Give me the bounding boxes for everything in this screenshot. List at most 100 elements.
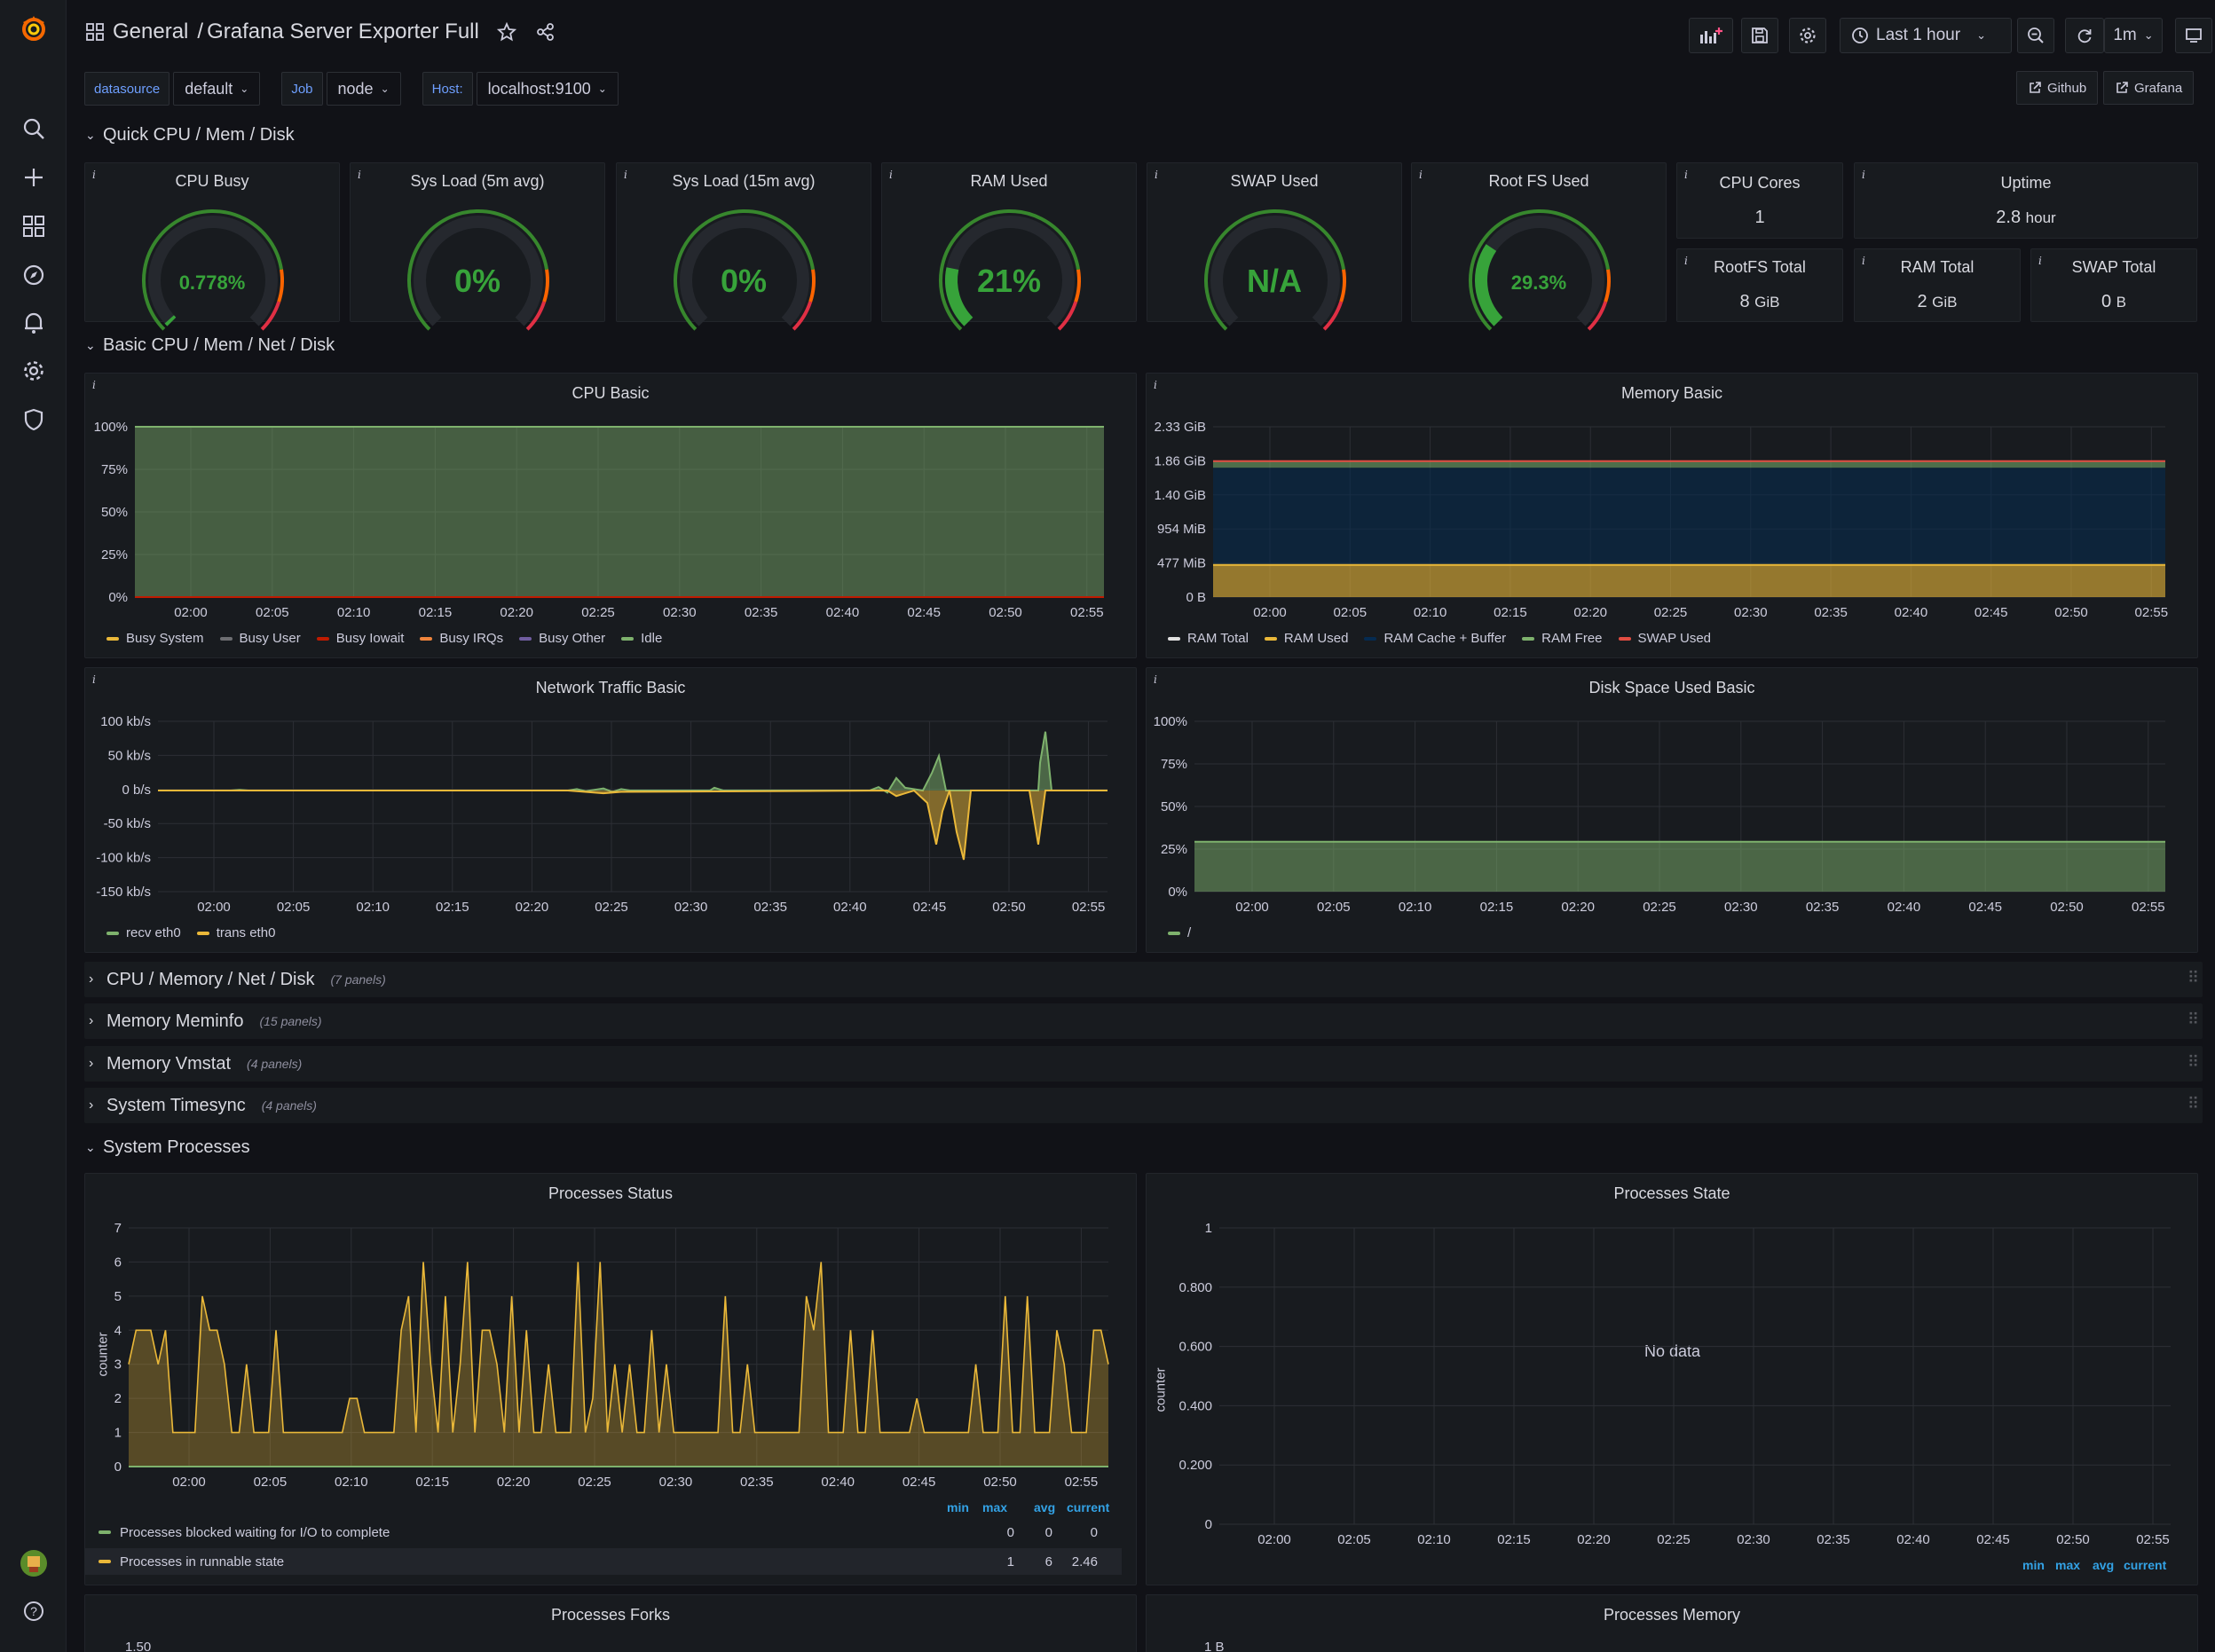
gauge-panel-root-fs-used[interactable]: i Root FS Used 29.3% — [1411, 162, 1667, 331]
legend-header-max[interactable]: max — [982, 1500, 1008, 1514]
alerting-bell-icon[interactable] — [18, 307, 50, 339]
gauge-panel-sys-load-5m-avg[interactable]: i Sys Load (5m avg) 0% — [350, 162, 605, 331]
dashboard-settings-button[interactable] — [1789, 18, 1826, 53]
legend-item[interactable]: Busy Iowait — [316, 631, 404, 646]
legend-header-max[interactable]: max — [2055, 1558, 2081, 1572]
row-header-basic[interactable]: ⌄ Basic CPU / Mem / Net / Disk — [85, 335, 335, 356]
legend-item[interactable]: recv eth0 — [106, 925, 181, 940]
panel-memory-basic[interactable]: i Memory Basic — [1146, 373, 2198, 658]
dashboards-grid-icon[interactable] — [18, 210, 50, 242]
zoom-out-button[interactable] — [2017, 18, 2054, 53]
drag-handle-icon[interactable]: ⠿ — [2187, 1095, 2199, 1113]
info-icon[interactable]: i — [92, 673, 96, 686]
legend-item[interactable]: RAM Free — [1522, 631, 1603, 646]
create-plus-icon[interactable] — [18, 161, 50, 193]
legend-item[interactable]: SWAP Used — [1618, 631, 1711, 646]
refresh-button[interactable] — [2065, 18, 2104, 53]
legend-item[interactable]: Busy User — [219, 631, 301, 646]
legend-swatch — [106, 931, 119, 935]
legend-item[interactable]: Idle — [621, 631, 662, 646]
info-icon[interactable]: i — [1155, 169, 1158, 181]
variable-select-datasource[interactable]: default ⌄ — [173, 72, 261, 106]
gauge-panel-sys-load-15m-avg[interactable]: i Sys Load (15m avg) 0% — [616, 162, 871, 331]
grafana-logo-icon[interactable] — [18, 12, 50, 44]
legend-header-min[interactable]: min — [2022, 1558, 2045, 1572]
grafana-link[interactable]: Grafana — [2103, 71, 2195, 105]
info-icon[interactable]: i — [92, 169, 96, 181]
panel-network-traffic-basic[interactable]: i Network Traffic Basic — [84, 667, 1137, 953]
drag-handle-icon[interactable]: ⠿ — [2187, 1011, 2199, 1028]
row-header-system-timesync[interactable]: › System Timesync (4 panels) ⠿ — [84, 1088, 2203, 1123]
panel-cpu-basic[interactable]: i CPU Basic — [84, 373, 1137, 658]
variable-select-host[interactable]: localhost:9100 ⌄ — [476, 72, 619, 106]
user-avatar[interactable] — [18, 1547, 50, 1579]
refresh-interval-picker[interactable]: 1m ⌄ — [2104, 18, 2163, 53]
info-icon[interactable]: i — [2038, 255, 2042, 267]
legend-item[interactable]: RAM Used — [1264, 631, 1348, 646]
legend-item[interactable]: / — [1168, 925, 1191, 940]
variable-select-job[interactable]: node ⌄ — [326, 72, 401, 106]
help-icon[interactable]: ? — [18, 1595, 50, 1627]
configuration-gear-icon[interactable] — [18, 355, 50, 387]
legend-header-min[interactable]: min — [947, 1500, 969, 1514]
legend-label: recv eth0 — [126, 925, 181, 940]
github-link[interactable]: Github — [2016, 71, 2099, 105]
add-panel-button[interactable] — [1689, 18, 1733, 53]
info-icon[interactable]: i — [1862, 255, 1865, 267]
gauge-panel-cpu-busy[interactable]: i CPU Busy 0.778% — [84, 162, 340, 331]
stat-panel-uptime[interactable]: i Uptime 2.8 hour — [1854, 162, 2198, 239]
info-icon[interactable]: i — [1862, 169, 1865, 181]
legend-header-current[interactable]: current — [1067, 1500, 1110, 1514]
info-icon[interactable]: i — [92, 379, 96, 391]
stat-panel-rootfs-total[interactable]: i RootFS Total 8 GiB — [1676, 248, 1843, 322]
save-dashboard-button[interactable] — [1741, 18, 1778, 53]
stat-panel-cpu-cores[interactable]: i CPU Cores 1 — [1676, 162, 1843, 239]
drag-handle-icon[interactable]: ⠿ — [2187, 969, 2199, 987]
row-header-quick[interactable]: ⌄ Quick CPU / Mem / Disk — [85, 125, 295, 146]
info-icon[interactable]: i — [1684, 169, 1688, 181]
legend-header-current[interactable]: current — [2124, 1558, 2167, 1572]
legend-item[interactable]: RAM Cache + Buffer — [1364, 631, 1506, 646]
time-range-picker[interactable]: Last 1 hour ⌄ — [1840, 18, 2012, 53]
row-header-cpu-memory-net-disk[interactable]: › CPU / Memory / Net / Disk (7 panels) ⠿ — [84, 962, 2203, 997]
gauge-value: 0% — [453, 263, 501, 299]
row-header-system-processes[interactable]: ⌄ System Processes — [85, 1137, 250, 1158]
stat-panel-swap-total[interactable]: i SWAP Total 0 B — [2030, 248, 2197, 322]
info-icon[interactable]: i — [624, 169, 627, 181]
legend-item[interactable]: Busy System — [106, 631, 204, 646]
panel-processes-memory[interactable]: Processes Memory 1 B — [1146, 1594, 2198, 1652]
info-icon[interactable]: i — [1154, 673, 1157, 686]
dashboard-title[interactable]: Grafana Server Exporter Full — [207, 20, 479, 43]
stat-panel-ram-total[interactable]: i RAM Total 2 GiB — [1854, 248, 2021, 322]
gauge-threshold-red — [792, 301, 813, 331]
info-icon[interactable]: i — [1154, 379, 1157, 391]
breadcrumb-folder[interactable]: General — [113, 20, 189, 43]
row-title: System Processes — [103, 1137, 250, 1157]
info-icon[interactable]: i — [358, 169, 361, 181]
row-header-memory-meminfo[interactable]: › Memory Meminfo (15 panels) ⠿ — [84, 1003, 2203, 1039]
gauge-panel-ram-used[interactable]: i RAM Used 21% — [881, 162, 1137, 331]
legend-item[interactable]: Busy Other — [519, 631, 605, 646]
legend-item[interactable]: Busy IRQs — [420, 631, 503, 646]
tv-mode-button[interactable] — [2175, 18, 2212, 53]
info-icon[interactable]: i — [1419, 169, 1423, 181]
legend-row-runnable[interactable]: Processes in runnable state 1 6 2.46 3 — [85, 1548, 1155, 1575]
legend-row-blocked[interactable]: Processes blocked waiting for I/O to com… — [85, 1519, 1155, 1546]
legend-item[interactable]: trans eth0 — [196, 925, 275, 940]
gauge-panel-swap-used[interactable]: i SWAP Used N/A — [1147, 162, 1402, 331]
panel-processes-forks[interactable]: Processes Forks 1.50 — [84, 1594, 1137, 1652]
row-header-memory-vmstat[interactable]: › Memory Vmstat (4 panels) ⠿ — [84, 1046, 2203, 1082]
drag-handle-icon[interactable]: ⠿ — [2187, 1053, 2199, 1071]
panel-processes-state[interactable]: Processes State counter No data min max … — [1146, 1173, 2198, 1585]
explore-compass-icon[interactable] — [18, 259, 50, 291]
legend-item[interactable]: RAM Total — [1168, 631, 1249, 646]
legend-header-avg[interactable]: avg — [1034, 1500, 1056, 1514]
star-icon[interactable] — [496, 21, 516, 42]
legend-header-avg[interactable]: avg — [2093, 1558, 2115, 1572]
info-icon[interactable]: i — [889, 169, 893, 181]
panel-disk-space-used-basic[interactable]: i Disk Space Used Basic — [1146, 667, 2198, 953]
search-icon[interactable] — [18, 113, 50, 145]
info-icon[interactable]: i — [1684, 255, 1688, 267]
share-icon[interactable] — [536, 22, 556, 42]
admin-shield-icon[interactable] — [18, 404, 50, 436]
